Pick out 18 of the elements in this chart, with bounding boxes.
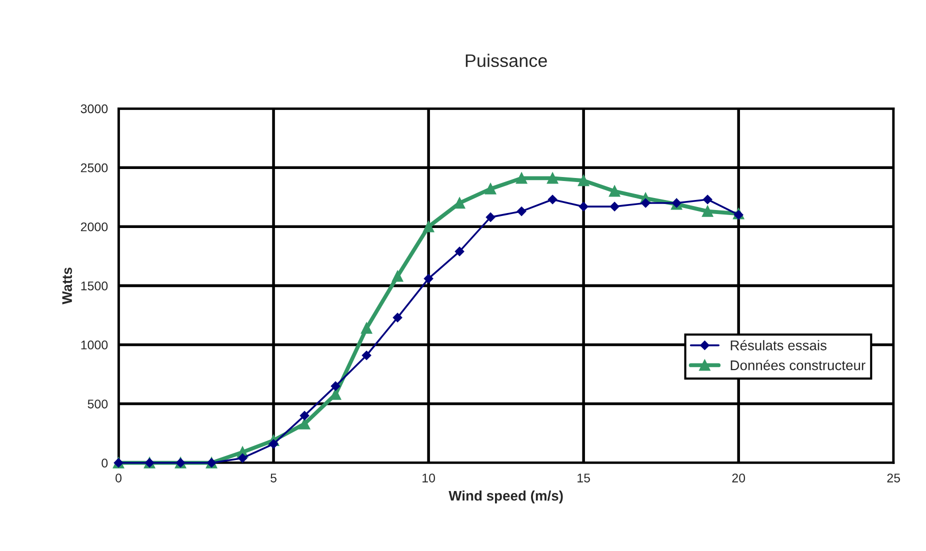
legend-label: Résulats essais [730,340,826,350]
x-tick-label: 0 [116,474,122,482]
y-tick-label: 2000 [80,222,108,232]
chart-title: Puissance [466,54,547,68]
y-axis-title: Watts [62,268,72,304]
legend-label: Données constructeur [730,360,866,370]
y-tick-label: 3000 [80,104,108,114]
x-axis-title: Wind speed (m/s) [448,490,563,504]
x-tick-label: 25 [887,474,900,482]
y-tick-label: 500 [88,400,108,408]
x-tick-label: 20 [732,474,746,482]
y-tick-label: 2500 [80,163,108,172]
x-tick-label: 5 [270,474,276,482]
x-tick-label: 10 [422,474,436,482]
x-tick-label: 15 [578,474,590,482]
y-tick-label: 1500 [81,281,108,290]
y-tick-label: 0 [102,458,108,468]
y-tick-label: 1000 [81,340,108,350]
